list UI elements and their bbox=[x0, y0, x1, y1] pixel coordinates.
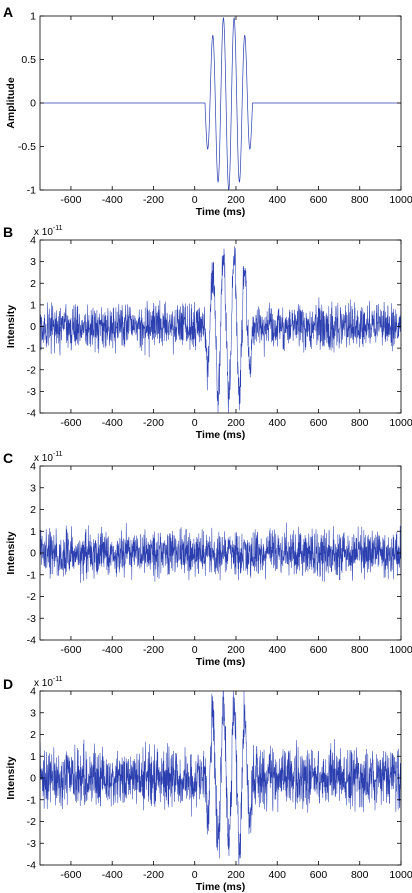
y-tick-label: 1 bbox=[30, 299, 36, 311]
y-tick-label: 4 bbox=[30, 461, 36, 473]
x-tick-label: 400 bbox=[268, 194, 286, 206]
x-tick-label: 800 bbox=[351, 194, 369, 206]
x-tick-label: 0 bbox=[192, 194, 198, 206]
y-tick-label: -4 bbox=[27, 635, 36, 647]
x-axis-label: Time (ms) bbox=[196, 656, 245, 668]
y-tick-label: 3 bbox=[30, 256, 36, 268]
x-tick-label: -400 bbox=[102, 194, 123, 206]
y-tick-label: 4 bbox=[30, 235, 36, 247]
y-tick-label: -2 bbox=[27, 364, 36, 376]
y-tick-label: -2 bbox=[27, 816, 36, 828]
x-tick-label: 800 bbox=[351, 417, 369, 429]
x-tick-label: 400 bbox=[268, 869, 286, 881]
panel-A: A -600 -400 -200 0 200 400 600 800 1000 -1 -0.5 0 0.5… bbox=[3, 4, 412, 218]
x-tick-label: 600 bbox=[310, 869, 328, 881]
x-axis-label: Time (ms) bbox=[196, 206, 245, 218]
y-axis-label: Intensity bbox=[5, 305, 17, 348]
series-line bbox=[40, 691, 401, 865]
y-tick-label: -1 bbox=[27, 794, 36, 806]
y-tick-label: 0.5 bbox=[21, 54, 36, 66]
x-tick-label: 1000 bbox=[389, 417, 412, 429]
y-tick-label: 2 bbox=[30, 729, 36, 741]
y-tick-label: 3 bbox=[30, 707, 36, 719]
y-tick-label: 0 bbox=[30, 548, 36, 560]
y-axis-label: Intensity bbox=[5, 756, 17, 799]
y-tick-label: 4 bbox=[30, 686, 36, 698]
y-axis-label: Amplitude bbox=[5, 77, 17, 128]
y-tick-label: 1 bbox=[30, 751, 36, 763]
x-tick-label: 1000 bbox=[389, 869, 412, 881]
exponent-label: x 10-11 bbox=[34, 451, 63, 464]
y-tick-label: 0 bbox=[30, 321, 36, 333]
y-tick-label: -3 bbox=[27, 838, 36, 850]
x-tick-label: 1000 bbox=[389, 194, 412, 206]
series-line bbox=[40, 246, 401, 413]
x-tick-label: 400 bbox=[268, 417, 286, 429]
y-tick-label: 0 bbox=[30, 98, 36, 110]
x-tick-label: 200 bbox=[227, 194, 245, 206]
x-tick-label: -200 bbox=[143, 417, 164, 429]
x-tick-label: -200 bbox=[143, 194, 164, 206]
y-tick-label: -1 bbox=[27, 343, 36, 355]
x-tick-label: 200 bbox=[227, 644, 245, 656]
y-tick-label: 1 bbox=[30, 526, 36, 538]
exponent-label: x 10-11 bbox=[34, 676, 63, 689]
x-tick-label: -200 bbox=[143, 869, 164, 881]
y-tick-label: -4 bbox=[27, 408, 36, 420]
x-tick-label: -400 bbox=[102, 869, 123, 881]
y-tick-label: -2 bbox=[27, 591, 36, 603]
y-tick-label: -3 bbox=[27, 386, 36, 398]
series-line bbox=[40, 16, 401, 190]
panel-label: D bbox=[3, 676, 13, 692]
x-tick-label: 0 bbox=[192, 644, 198, 656]
x-tick-label: 600 bbox=[310, 644, 328, 656]
panel-label: A bbox=[3, 4, 13, 20]
x-tick-label: 800 bbox=[351, 644, 369, 656]
y-tick-label: 2 bbox=[30, 504, 36, 516]
x-tick-label: -400 bbox=[102, 417, 123, 429]
y-tick-label: 2 bbox=[30, 278, 36, 290]
x-tick-label: -600 bbox=[60, 194, 81, 206]
exponent-label: x 10-11 bbox=[34, 225, 63, 238]
y-tick-label: -1 bbox=[27, 569, 36, 581]
x-tick-label: 1000 bbox=[389, 644, 412, 656]
x-tick-label: -600 bbox=[60, 417, 81, 429]
y-tick-label: -1 bbox=[27, 185, 36, 197]
x-tick-label: 800 bbox=[351, 869, 369, 881]
x-tick-label: -600 bbox=[60, 644, 81, 656]
series-line bbox=[40, 522, 401, 583]
y-tick-label: -0.5 bbox=[18, 141, 36, 153]
panel-label: C bbox=[3, 450, 13, 466]
x-tick-label: -400 bbox=[102, 644, 123, 656]
x-tick-label: 200 bbox=[227, 869, 245, 881]
y-tick-label: -3 bbox=[27, 613, 36, 625]
x-tick-label: -600 bbox=[60, 869, 81, 881]
x-tick-label: 600 bbox=[310, 417, 328, 429]
x-tick-label: 0 bbox=[192, 869, 198, 881]
y-tick-label: 1 bbox=[30, 11, 36, 23]
y-tick-label: 3 bbox=[30, 482, 36, 494]
x-tick-label: 0 bbox=[192, 417, 198, 429]
panel-label: B bbox=[3, 224, 13, 240]
y-tick-label: -4 bbox=[27, 860, 36, 872]
x-tick-label: 200 bbox=[227, 417, 245, 429]
x-axis-label: Time (ms) bbox=[196, 429, 245, 441]
y-tick-label: 0 bbox=[30, 773, 36, 785]
x-tick-label: 400 bbox=[268, 644, 286, 656]
y-axis-label: Intensity bbox=[5, 531, 17, 574]
x-axis-label: Time (ms) bbox=[196, 881, 245, 893]
x-tick-label: -200 bbox=[143, 644, 164, 656]
x-tick-label: 600 bbox=[310, 194, 328, 206]
